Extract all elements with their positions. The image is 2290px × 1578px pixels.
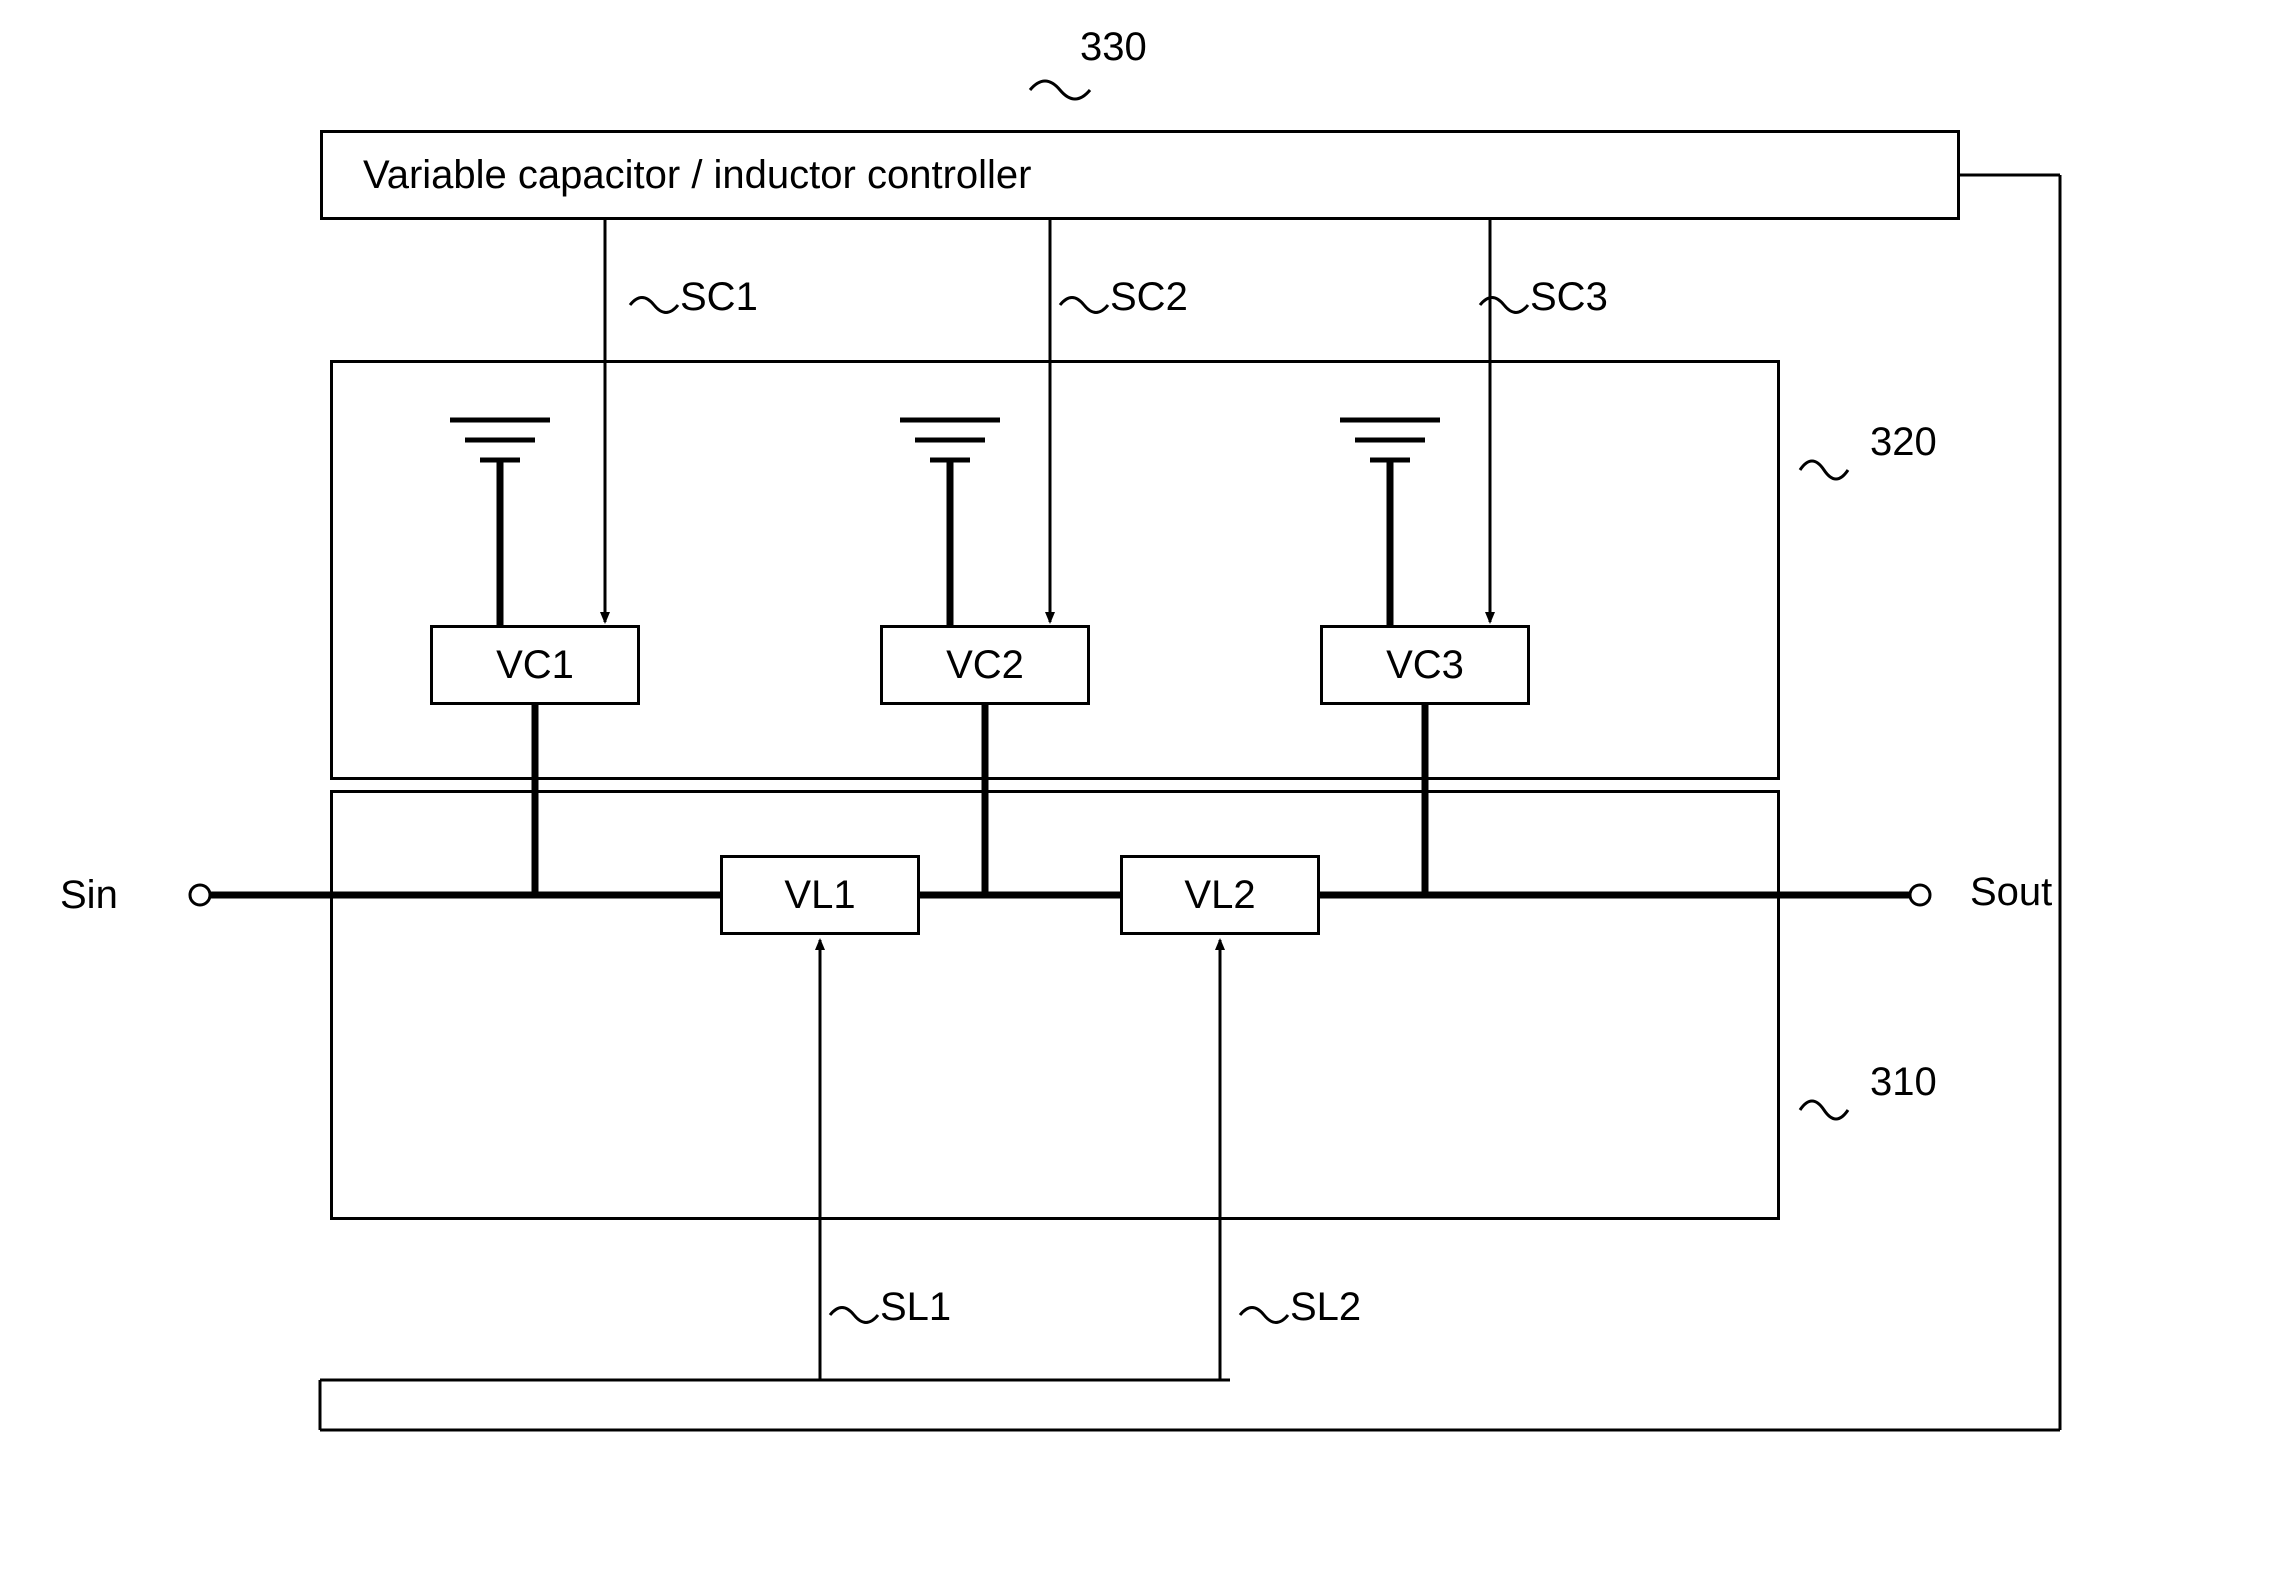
wiring-overlay <box>0 0 2290 1578</box>
label-sl1: SL1 <box>880 1285 951 1330</box>
vc3-label: VC3 <box>1386 643 1464 688</box>
ref-320: 320 <box>1870 420 1937 465</box>
label-sc1: SC1 <box>680 275 758 320</box>
block-vl2: VL2 <box>1120 855 1320 935</box>
label-sl2: SL2 <box>1290 1285 1361 1330</box>
block-vc1: VC1 <box>430 625 640 705</box>
cap-section-box <box>330 360 1780 780</box>
ref-330: 330 <box>1080 25 1147 70</box>
diagram-canvas: Variable capacitor / inductor controller… <box>0 0 2290 1578</box>
block-vc3: VC3 <box>1320 625 1530 705</box>
label-sc3: SC3 <box>1530 275 1608 320</box>
ind-section-box <box>330 790 1780 1220</box>
controller-title: Variable capacitor / inductor controller <box>363 153 1031 198</box>
port-sin: Sin <box>60 873 118 918</box>
port-sout: Sout <box>1970 870 2052 915</box>
vc1-label: VC1 <box>496 643 574 688</box>
ref-310: 310 <box>1870 1060 1937 1105</box>
controller-box: Variable capacitor / inductor controller <box>320 130 1960 220</box>
vc2-label: VC2 <box>946 643 1024 688</box>
block-vl1: VL1 <box>720 855 920 935</box>
label-sc2: SC2 <box>1110 275 1188 320</box>
vl1-label: VL1 <box>784 873 855 918</box>
block-vc2: VC2 <box>880 625 1090 705</box>
vl2-label: VL2 <box>1184 873 1255 918</box>
